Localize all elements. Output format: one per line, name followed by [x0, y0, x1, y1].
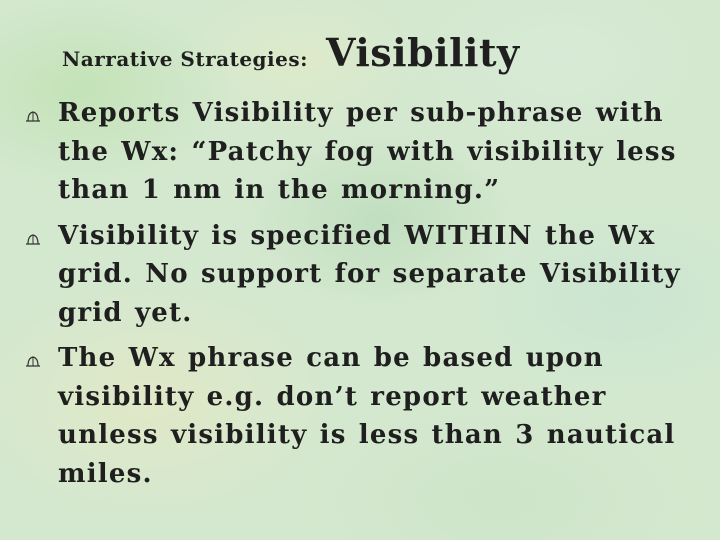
bullet-text: Reports Visibility per sub-phrase with t… — [58, 98, 677, 205]
title-main: Visibility — [326, 30, 520, 75]
bullet-list: Reports Visibility per sub-phrase with t… — [20, 94, 710, 500]
hat-icon — [24, 110, 42, 124]
bullet-item: The Wx phrase can be based upon visibili… — [20, 339, 710, 493]
hat-icon — [24, 233, 42, 247]
bullet-text: The Wx phrase can be based upon visibili… — [58, 343, 676, 489]
bullet-item: Visibility is specified WITHIN the Wx gr… — [20, 217, 710, 333]
title-prefix: Narrative Strategies: — [62, 47, 309, 71]
hat-icon — [24, 355, 42, 369]
bullet-text: Visibility is specified WITHIN the Wx gr… — [58, 220, 681, 328]
slide-title: Narrative Strategies: Visibility — [62, 30, 520, 75]
bullet-item: Reports Visibility per sub-phrase with t… — [20, 94, 710, 210]
